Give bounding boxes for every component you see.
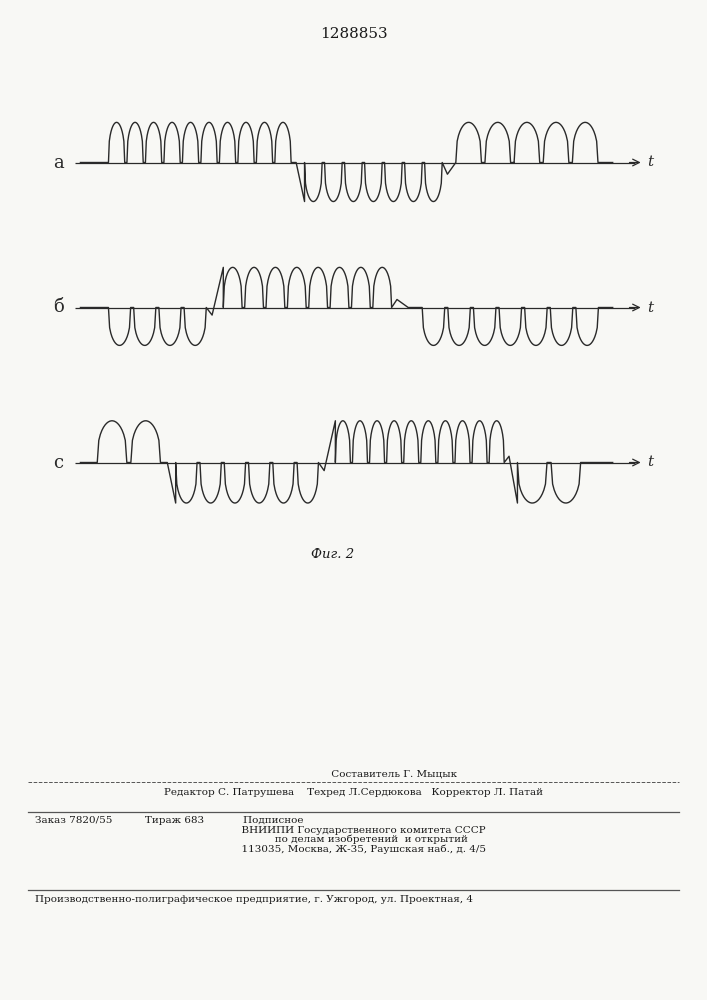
Text: 1288853: 1288853 bbox=[320, 27, 387, 41]
Text: Составитель Г. Мыцык: Составитель Г. Мыцык bbox=[250, 769, 457, 778]
Text: а: а bbox=[53, 153, 64, 172]
Text: с: с bbox=[54, 454, 64, 472]
Text: Производственно-полиграфическое предприятие, г. Ужгород, ул. Проектная, 4: Производственно-полиграфическое предприя… bbox=[35, 895, 474, 904]
Text: по делам изобретений  и открытий: по делам изобретений и открытий bbox=[239, 835, 468, 844]
Text: 113035, Москва, Ж-35, Раушская наб., д. 4/5: 113035, Москва, Ж-35, Раушская наб., д. … bbox=[221, 844, 486, 854]
Text: ВНИИПИ Государственного комитета СССР: ВНИИПИ Государственного комитета СССР bbox=[222, 826, 485, 835]
Text: t: t bbox=[648, 155, 653, 169]
Text: t: t bbox=[648, 456, 653, 470]
Text: Заказ 7820/55          Тираж 683            Подписное: Заказ 7820/55 Тираж 683 Подписное bbox=[35, 816, 304, 825]
Text: t: t bbox=[648, 300, 653, 314]
Text: Фиг. 2: Фиг. 2 bbox=[311, 548, 354, 561]
Text: б: б bbox=[53, 298, 64, 316]
Text: Редактор С. Патрушева    Техред Л.Сердюкова   Корректор Л. Патай: Редактор С. Патрушева Техред Л.Сердюкова… bbox=[164, 788, 543, 797]
